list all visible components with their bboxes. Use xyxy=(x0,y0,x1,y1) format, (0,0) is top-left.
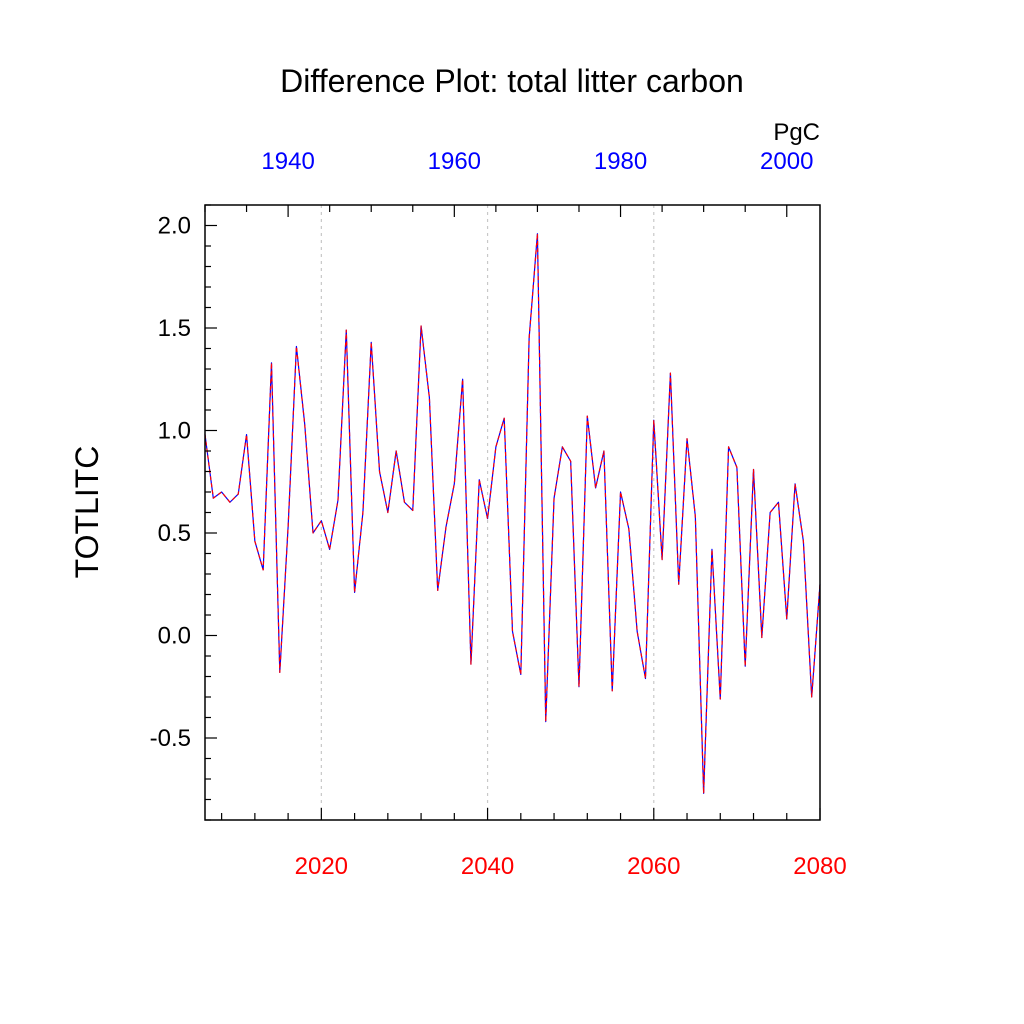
x-bottom-tick-label: 2080 xyxy=(793,853,846,880)
x-top-tick-label: 1960 xyxy=(428,148,481,175)
y-tick-label: -0.5 xyxy=(150,725,191,752)
grid xyxy=(320,205,655,820)
y-axis-label: TOTLITC xyxy=(69,446,105,579)
chart-title: Difference Plot: total litter carbon xyxy=(280,63,744,99)
y-tick-label: 0.5 xyxy=(158,520,191,547)
y-tick-label: 0.0 xyxy=(158,623,191,650)
units-label: PgC xyxy=(773,119,820,146)
series-line-2 xyxy=(204,233,821,794)
x-top-tick-label: 1940 xyxy=(261,148,314,175)
y-tick-label: 1.5 xyxy=(158,315,191,342)
axes: -0.5 0.0 0.5 1.0 1.5 2.0 2020 2040 2060 2080 1940 1… xyxy=(150,148,847,880)
x-bottom-tick-label: 2060 xyxy=(627,853,680,880)
x-top-tick-label: 2000 xyxy=(760,148,813,175)
x-bottom-tick-label: 2040 xyxy=(461,853,514,880)
x-bottom-tick-label: 2020 xyxy=(295,853,348,880)
x-top-tick-label: 1980 xyxy=(594,148,647,175)
y-tick-label: 2.0 xyxy=(158,213,191,240)
y-tick-label: 1.0 xyxy=(158,418,191,445)
series-layer xyxy=(204,233,821,794)
